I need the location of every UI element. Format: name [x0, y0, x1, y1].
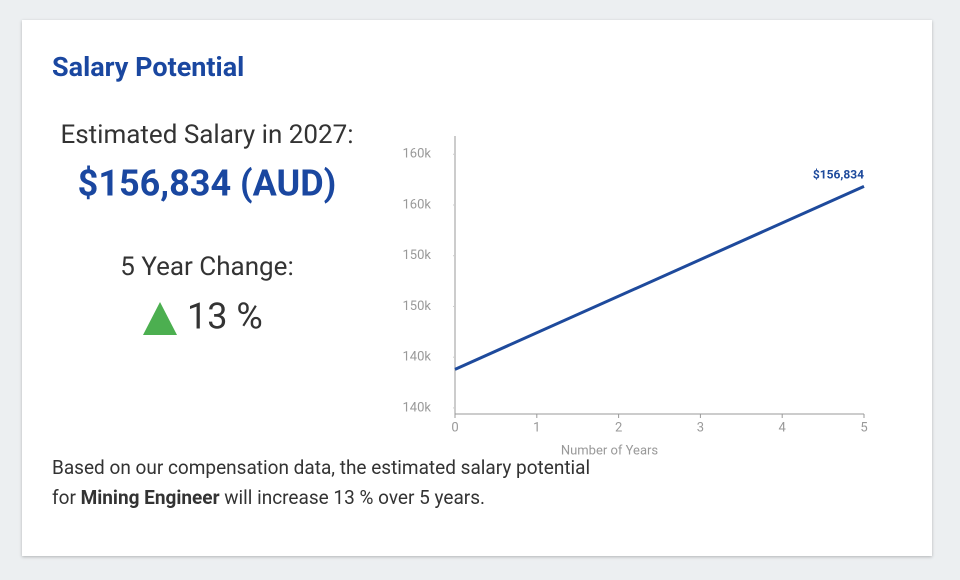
x-axis-label: Number of Years	[561, 443, 659, 458]
x-tick-label: 3	[697, 420, 704, 435]
x-tick-label: 2	[615, 420, 622, 435]
card	[22, 20, 932, 556]
x-tick-label: 0	[451, 420, 458, 435]
data-label: $156,834	[813, 168, 864, 182]
up-arrow	[143, 302, 177, 335]
x-tick-label: 5	[860, 420, 867, 435]
change-value: 13 %	[187, 296, 263, 338]
description-line: Based on our compensation data, the esti…	[52, 456, 590, 479]
y-tick-label: 150k	[402, 299, 431, 314]
description-line: for Mining Engineer will increase 13 % o…	[52, 486, 485, 509]
y-tick-label: 150k	[402, 248, 431, 263]
text: for	[52, 486, 76, 509]
x-tick-label: 1	[533, 420, 540, 435]
x-tick-label: 4	[779, 420, 787, 435]
y-tick-label: 160k	[402, 147, 431, 162]
series-line	[454, 185, 865, 371]
y-tick-label: 140k	[402, 350, 431, 365]
estimate-value: $156,834 (AUD)	[78, 163, 337, 205]
card-title: Salary Potential	[52, 51, 244, 83]
text: will increase 13 % over 5 years.	[224, 486, 485, 509]
job-title: Mining Engineer	[81, 486, 220, 509]
estimate-label: Estimated Salary in 2027:	[60, 120, 353, 150]
change-label: 5 Year Change:	[120, 252, 293, 282]
y-tick-label: 140k	[402, 400, 431, 415]
y-tick-label: 160k	[402, 197, 431, 212]
